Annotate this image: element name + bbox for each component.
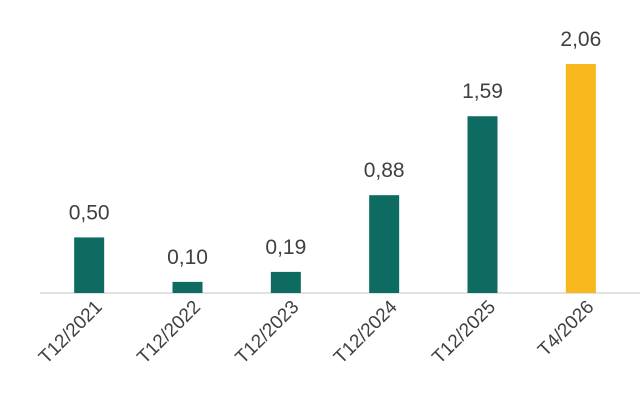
bar	[369, 195, 400, 293]
value-label: 2,06	[560, 28, 601, 51]
x-tick-label: T12/2024	[330, 296, 402, 368]
value-label: 0,88	[364, 159, 405, 182]
value-label: 0,19	[265, 236, 306, 259]
x-tick-label: T4/2026	[534, 297, 598, 361]
x-tick-label: T12/2023	[232, 297, 304, 369]
bar	[74, 237, 105, 293]
x-tick-label: T12/2022	[133, 297, 205, 369]
value-label: 1,59	[462, 80, 503, 103]
x-tick-label: T12/2025	[428, 297, 500, 369]
bar	[467, 116, 498, 293]
value-label: 0,50	[69, 201, 110, 224]
bar	[270, 271, 301, 293]
bar	[565, 64, 596, 293]
value-label: 0,10	[167, 246, 208, 269]
x-tick-label: T12/2021	[35, 297, 107, 369]
bar	[172, 281, 203, 293]
